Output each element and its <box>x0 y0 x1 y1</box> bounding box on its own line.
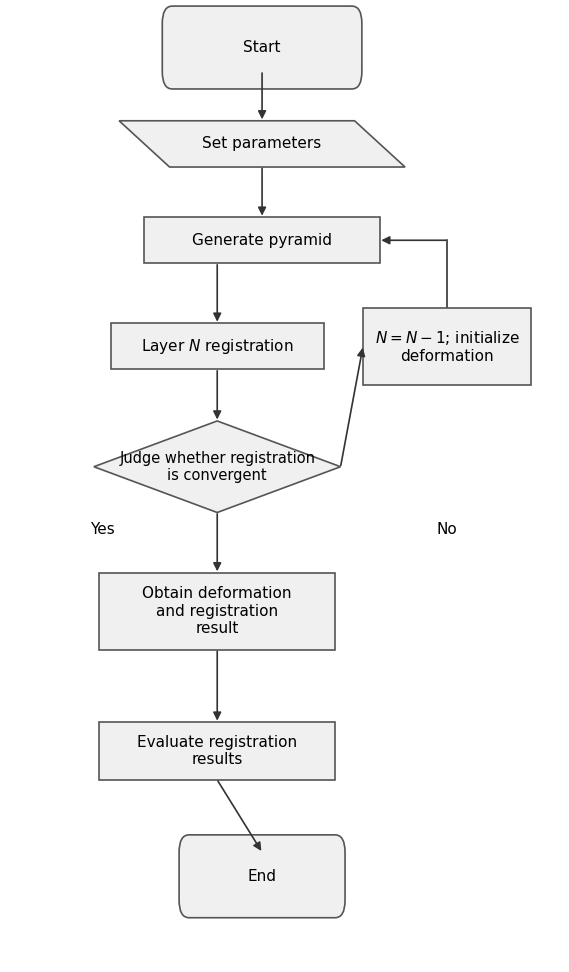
Text: Set parameters: Set parameters <box>203 136 321 152</box>
Bar <box>100 722 335 780</box>
Text: Layer $N$ registration: Layer $N$ registration <box>141 336 294 356</box>
Polygon shape <box>94 421 341 512</box>
Polygon shape <box>119 121 405 167</box>
Text: Evaluate registration
results: Evaluate registration results <box>137 735 297 767</box>
Text: Start: Start <box>244 40 281 55</box>
Bar <box>111 323 324 369</box>
FancyBboxPatch shape <box>162 6 362 89</box>
Bar <box>100 573 335 650</box>
FancyBboxPatch shape <box>179 835 345 918</box>
Text: Generate pyramid: Generate pyramid <box>192 232 332 248</box>
Text: No: No <box>437 522 457 537</box>
Text: $N = N - 1$; initialize
deformation: $N = N - 1$; initialize deformation <box>375 329 519 364</box>
Text: Judge whether registration
is convergent: Judge whether registration is convergent <box>119 451 315 483</box>
Text: Yes: Yes <box>90 522 115 537</box>
Bar <box>145 217 380 263</box>
Text: Obtain deformation
and registration
result: Obtain deformation and registration resu… <box>142 586 292 637</box>
Text: End: End <box>248 869 277 884</box>
Bar <box>363 308 531 385</box>
